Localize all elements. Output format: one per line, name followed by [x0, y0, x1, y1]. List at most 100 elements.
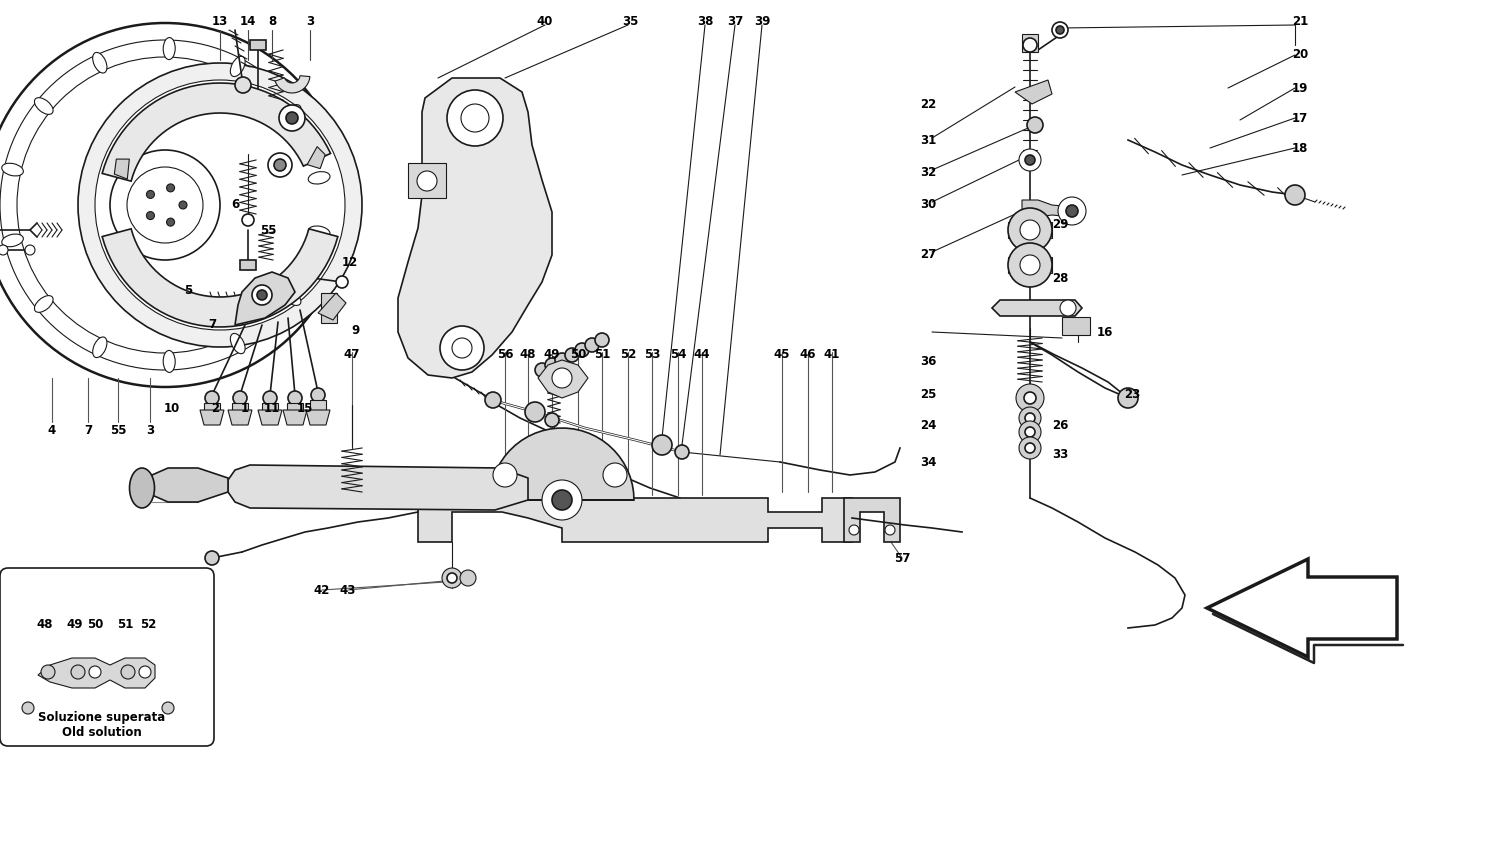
Circle shape — [147, 212, 154, 219]
Polygon shape — [1016, 80, 1052, 104]
Bar — [240, 260, 256, 270]
Text: 49: 49 — [66, 618, 84, 631]
Circle shape — [268, 153, 292, 177]
Polygon shape — [844, 498, 900, 542]
Circle shape — [652, 435, 672, 455]
Text: 40: 40 — [537, 15, 554, 28]
Circle shape — [22, 702, 34, 714]
Circle shape — [1060, 300, 1076, 316]
Text: 51: 51 — [594, 348, 610, 361]
Circle shape — [336, 276, 348, 288]
Polygon shape — [114, 159, 129, 179]
Circle shape — [544, 358, 560, 372]
Ellipse shape — [164, 350, 176, 372]
Polygon shape — [146, 468, 228, 502]
Circle shape — [603, 463, 627, 487]
Ellipse shape — [282, 105, 302, 120]
Bar — [255, 291, 268, 305]
Circle shape — [536, 363, 549, 377]
Polygon shape — [992, 300, 1082, 316]
Circle shape — [525, 402, 544, 422]
Polygon shape — [102, 229, 338, 327]
Text: Old solution: Old solution — [62, 726, 142, 739]
Text: 57: 57 — [894, 551, 910, 564]
Circle shape — [232, 391, 248, 405]
Bar — [204, 403, 220, 413]
Text: 8: 8 — [268, 15, 276, 28]
Circle shape — [242, 214, 254, 226]
Text: 31: 31 — [920, 133, 936, 146]
Polygon shape — [38, 658, 154, 688]
Circle shape — [675, 445, 688, 459]
Polygon shape — [1022, 200, 1072, 217]
Ellipse shape — [129, 468, 154, 508]
Text: 25: 25 — [920, 389, 936, 402]
Text: 54: 54 — [669, 348, 686, 361]
Circle shape — [494, 463, 517, 487]
Text: 34: 34 — [920, 456, 936, 469]
Circle shape — [206, 391, 219, 405]
Text: 7: 7 — [209, 318, 216, 331]
Circle shape — [279, 105, 304, 131]
Polygon shape — [318, 293, 346, 320]
Text: 3: 3 — [146, 423, 154, 437]
Ellipse shape — [282, 289, 302, 305]
Text: 35: 35 — [622, 15, 638, 28]
Circle shape — [542, 480, 582, 520]
Text: 1: 1 — [242, 402, 249, 415]
Text: 50: 50 — [570, 348, 586, 361]
Bar — [1022, 34, 1038, 52]
Circle shape — [552, 368, 572, 388]
Text: 19: 19 — [1292, 82, 1308, 95]
Circle shape — [94, 80, 345, 330]
Text: 36: 36 — [920, 355, 936, 368]
Text: 17: 17 — [1292, 112, 1308, 125]
Circle shape — [585, 338, 598, 352]
Circle shape — [262, 391, 278, 405]
Text: 47: 47 — [344, 348, 360, 361]
Circle shape — [1052, 22, 1068, 38]
Circle shape — [252, 285, 272, 305]
Text: 45: 45 — [774, 348, 790, 361]
Bar — [408, 163, 446, 198]
Text: 20: 20 — [1292, 48, 1308, 62]
Circle shape — [310, 388, 326, 402]
Polygon shape — [538, 360, 588, 398]
Circle shape — [1024, 155, 1035, 165]
Bar — [1008, 222, 1052, 238]
Circle shape — [26, 245, 34, 255]
Bar — [251, 40, 266, 50]
Circle shape — [147, 190, 154, 199]
Text: 33: 33 — [1052, 449, 1068, 462]
Polygon shape — [419, 482, 852, 542]
Circle shape — [1016, 384, 1044, 412]
Circle shape — [70, 665, 86, 679]
Bar — [1062, 317, 1090, 335]
Text: 44: 44 — [693, 348, 711, 361]
Polygon shape — [284, 410, 308, 425]
Text: 22: 22 — [920, 99, 936, 112]
Text: 23: 23 — [1124, 389, 1140, 402]
Circle shape — [849, 525, 859, 535]
Circle shape — [447, 90, 503, 146]
Circle shape — [166, 184, 174, 192]
Circle shape — [484, 392, 501, 408]
Circle shape — [0, 40, 330, 370]
Text: 5: 5 — [184, 284, 192, 297]
Text: 41: 41 — [824, 348, 840, 361]
Ellipse shape — [2, 163, 24, 176]
Ellipse shape — [308, 172, 330, 184]
Circle shape — [1056, 26, 1064, 34]
Circle shape — [1008, 208, 1052, 252]
Ellipse shape — [93, 337, 106, 358]
Polygon shape — [1208, 559, 1396, 657]
Circle shape — [1019, 407, 1041, 429]
Polygon shape — [236, 272, 296, 325]
Text: 6: 6 — [231, 199, 238, 212]
Text: 3: 3 — [306, 15, 314, 28]
Circle shape — [1024, 413, 1035, 423]
Circle shape — [1019, 421, 1041, 443]
Circle shape — [552, 490, 572, 510]
Circle shape — [236, 77, 250, 93]
Polygon shape — [274, 76, 310, 93]
